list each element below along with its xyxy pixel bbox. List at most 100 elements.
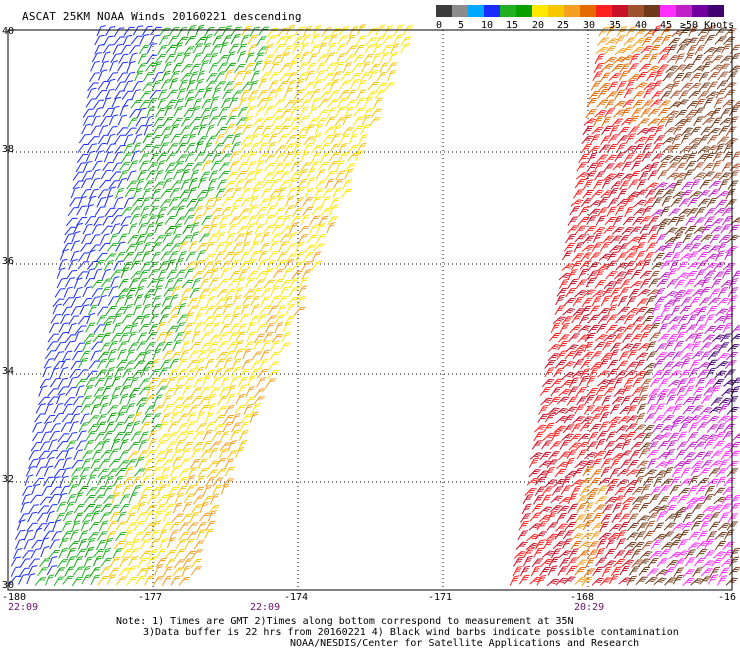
wind-barb (119, 439, 129, 451)
wind-barb (576, 502, 587, 514)
wind-barb (184, 312, 194, 324)
wind-barb (523, 548, 535, 558)
wind-barb (315, 168, 326, 180)
wind-barb (194, 88, 205, 99)
wind-barb (148, 269, 159, 279)
wind-barb (154, 169, 164, 182)
wind-barb (160, 305, 172, 315)
wind-barb (180, 288, 192, 298)
wind-barb (681, 243, 693, 253)
wind-barb (81, 233, 92, 245)
wind-barb (120, 216, 132, 226)
wind-barb (213, 142, 225, 153)
wind-barb (128, 160, 139, 171)
wind-barb (103, 35, 114, 46)
wind-barb (170, 133, 181, 144)
wind-barb (285, 303, 296, 315)
wind-barb (240, 34, 250, 46)
wind-barb (571, 253, 584, 262)
wind-barb (133, 251, 144, 262)
wind-barb (712, 324, 726, 334)
wind-barb (229, 205, 240, 217)
wind-barb (10, 556, 22, 567)
wind-barb (304, 81, 316, 91)
wind-barb (125, 243, 137, 253)
wind-barb (108, 114, 119, 126)
wind-barb (204, 528, 214, 540)
wind-barb (97, 81, 109, 91)
legend-swatch (692, 5, 708, 17)
wind-barb (105, 78, 116, 90)
wind-barb (291, 270, 303, 280)
wind-barb (658, 496, 670, 506)
wind-barb (672, 351, 684, 361)
wind-barb (52, 298, 65, 308)
wind-barb (688, 475, 699, 486)
wind-barb (609, 467, 620, 479)
wind-barb (54, 288, 66, 298)
wind-barb (173, 223, 183, 235)
wind-barb (118, 449, 130, 461)
wind-barb (318, 215, 329, 227)
wind-barb (150, 197, 162, 207)
wind-barb (131, 420, 141, 433)
pass-time-right: 20:29 (574, 602, 605, 613)
wind-barb (289, 171, 302, 181)
wind-barb (28, 558, 40, 568)
wind-barb (637, 289, 651, 297)
wind-barb (236, 276, 246, 288)
wind-barb (217, 223, 227, 235)
wind-barb (124, 71, 136, 82)
wind-barb (687, 485, 699, 496)
wind-barb (344, 163, 356, 173)
wind-barb (63, 397, 76, 407)
wind-barb (163, 287, 175, 297)
wind-barb (676, 431, 688, 442)
wind-barb (366, 28, 379, 37)
wind-barb (102, 162, 114, 171)
wind-barb (642, 530, 655, 540)
wind-barb (89, 244, 101, 253)
wind-barb (230, 259, 240, 271)
wind-barb (275, 152, 286, 163)
wind-barb (73, 449, 84, 461)
wind-barb (611, 513, 623, 524)
wind-barb (230, 26, 242, 37)
wind-barb (132, 133, 143, 145)
wind-barb (242, 178, 254, 190)
wind-barb (195, 140, 204, 153)
wind-barb (620, 279, 631, 289)
wind-barb (111, 96, 122, 108)
wind-barb (263, 162, 276, 172)
wind-barb (319, 152, 330, 164)
wind-barb (215, 71, 226, 81)
wind-barb (531, 558, 544, 568)
wind-barb (575, 172, 589, 180)
wind-barb (324, 178, 335, 190)
wind-barb (634, 531, 646, 541)
wind-barb (689, 359, 700, 370)
wind-barb (165, 44, 178, 54)
wind-barb (258, 78, 268, 90)
wind-barb (215, 297, 227, 307)
wind-barb (285, 243, 297, 253)
wind-barb (52, 519, 62, 531)
wind-barb (257, 259, 267, 271)
wind-barb (301, 260, 313, 271)
wind-barb (165, 99, 177, 109)
wind-barb (187, 297, 199, 308)
wind-barb (596, 430, 608, 441)
wind-barb (721, 162, 733, 173)
wind-barb (719, 503, 732, 513)
wind-barb (160, 359, 171, 370)
wind-barb (641, 541, 654, 550)
wind-barb (191, 504, 203, 514)
wind-barb (306, 234, 319, 244)
wind-barb (277, 80, 289, 90)
wind-barb (154, 222, 164, 234)
wind-barb (152, 71, 164, 83)
wind-barb (242, 295, 253, 306)
wind-barb (570, 199, 584, 207)
wind-speed-legend: 0 5 10 15 20 25 30 35 40 45 ≥50 Knots (436, 5, 734, 35)
footnote-credit: NOAA/NESDIS/Center for Satellite Applica… (290, 638, 640, 649)
